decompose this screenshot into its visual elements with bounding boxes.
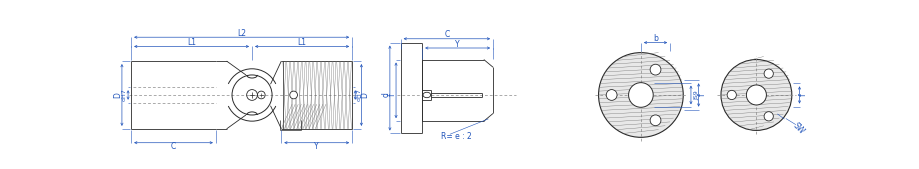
Text: f: f — [698, 94, 706, 96]
Text: R= e : 2: R= e : 2 — [440, 132, 471, 141]
Text: L1: L1 — [187, 38, 196, 47]
Circle shape — [650, 64, 660, 75]
Circle shape — [650, 115, 660, 126]
Text: L1: L1 — [297, 38, 306, 47]
Circle shape — [745, 85, 766, 105]
Text: Y: Y — [455, 40, 460, 49]
Circle shape — [764, 112, 773, 121]
Text: d: d — [381, 93, 390, 97]
Text: dH7: dH7 — [357, 89, 361, 101]
Text: b: b — [652, 34, 657, 43]
Text: D: D — [360, 92, 369, 98]
Text: C: C — [171, 142, 176, 151]
Circle shape — [598, 53, 683, 137]
Text: JS9: JS9 — [693, 90, 698, 100]
Text: f: f — [798, 94, 807, 96]
Text: C: C — [444, 30, 449, 39]
Circle shape — [764, 69, 773, 78]
Text: f: f — [387, 94, 396, 96]
Circle shape — [628, 83, 652, 107]
Text: Y: Y — [314, 142, 319, 151]
Text: L2: L2 — [237, 29, 246, 38]
Text: D: D — [113, 92, 122, 98]
Circle shape — [726, 90, 735, 100]
Ellipse shape — [423, 92, 430, 98]
Text: dH7: dH7 — [121, 89, 127, 101]
Text: SW: SW — [790, 121, 806, 136]
Circle shape — [289, 91, 297, 99]
Circle shape — [720, 59, 791, 130]
Circle shape — [606, 90, 617, 100]
